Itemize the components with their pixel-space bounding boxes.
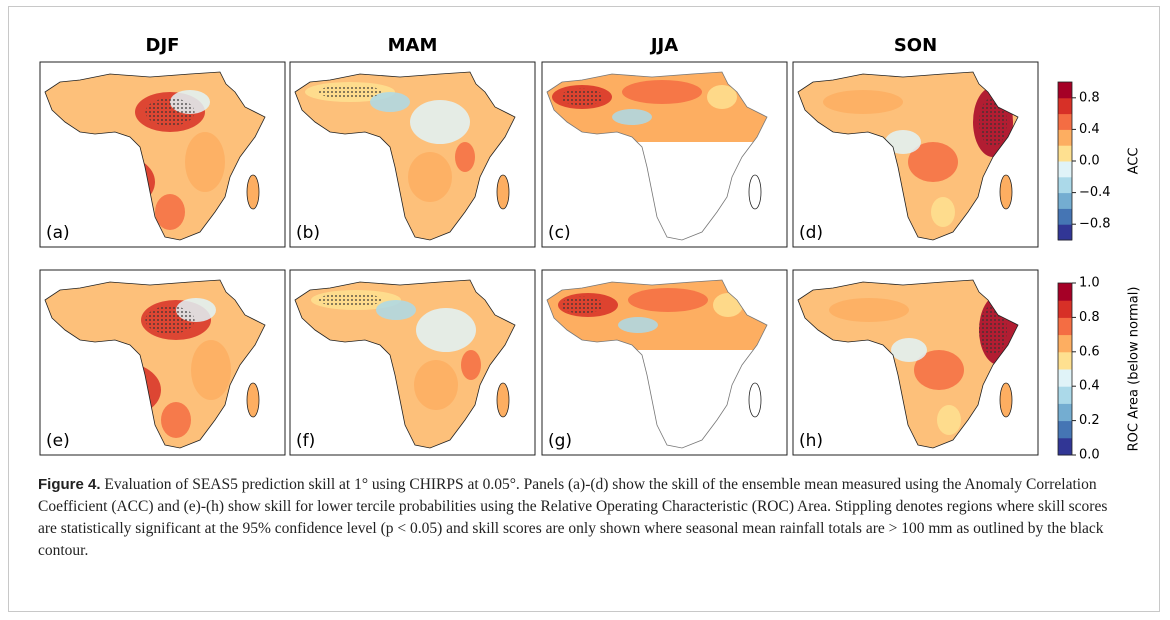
colorbar-bin: [1058, 386, 1072, 404]
stippling: [146, 306, 195, 334]
colorbar-bin: [1058, 177, 1072, 193]
colorbar-tick-label: 0.4: [1079, 379, 1100, 394]
skill-patch: [408, 152, 452, 202]
caption: Figure 4. Evaluation of SEAS5 prediction…: [38, 474, 1128, 562]
map-panel: (c): [542, 62, 787, 247]
colorbar-bin: [1058, 369, 1072, 387]
column-title: JJA: [649, 35, 678, 56]
skill-patch: [937, 405, 961, 435]
column-title: DJF: [146, 35, 180, 56]
colorbar-bin: [1058, 283, 1072, 301]
madagascar: [1000, 383, 1012, 417]
caption-text: Evaluation of SEAS5 prediction skill at …: [38, 476, 1107, 559]
colorbar-tick-label: 0.4: [1079, 122, 1100, 137]
stippling: [561, 297, 603, 314]
skill-patch: [414, 360, 458, 410]
madagascar: [749, 175, 761, 209]
map-panel: (d): [793, 62, 1038, 247]
colorbar-bin: [1058, 193, 1072, 209]
colorbar-tick-label: 0.8: [1079, 90, 1100, 105]
caption-label: Figure 4.: [38, 476, 101, 493]
skill-patch: [618, 317, 658, 333]
colorbar-tick-label: 0.2: [1079, 413, 1100, 428]
madagascar: [247, 383, 259, 417]
colorbar-bin: [1058, 224, 1072, 240]
skill-patch: [376, 300, 416, 320]
madagascar: [497, 383, 509, 417]
madagascar: [749, 383, 761, 417]
map-panel: (b): [290, 62, 535, 247]
skill-patch: [410, 100, 470, 144]
colorbar-tick-label: 1.0: [1079, 276, 1100, 291]
map-panel: (h): [793, 270, 1038, 455]
colorbar-bin: [1058, 114, 1072, 130]
panel-label: (f): [296, 431, 315, 451]
skill-patch: [191, 340, 231, 400]
skill-patch: [461, 350, 481, 380]
skill-patch: [185, 132, 225, 192]
colorbar-bin: [1058, 335, 1072, 353]
colorbar-tick-label: −0.4: [1079, 185, 1111, 200]
panel-label: (h): [799, 431, 823, 451]
panel-label: (e): [46, 431, 70, 451]
colorbar-bin: [1058, 352, 1072, 370]
stippling: [319, 293, 382, 307]
colorbar-tick-label: 0.8: [1079, 310, 1100, 325]
panel-label: (g): [548, 431, 572, 451]
panel-label: (d): [799, 223, 823, 243]
colorbar-tick-label: 0.0: [1079, 448, 1100, 463]
colorbar-bin: [1058, 145, 1072, 161]
colorbar-label: ACC: [1127, 148, 1142, 175]
column-title: SON: [894, 35, 937, 56]
page: DJF MAM JJA SON (a) (b) (c) (d) (e) (f) (g) (h) 0.8 0…: [0, 0, 1170, 620]
skill-patch: [155, 194, 185, 230]
colorbar-bin: [1058, 208, 1072, 224]
map-panel: (f): [290, 270, 535, 455]
skill-patch: [622, 80, 702, 104]
colorbar-bin: [1058, 300, 1072, 318]
madagascar: [1000, 175, 1012, 209]
skill-patch: [931, 197, 955, 227]
skill-patch: [416, 308, 476, 352]
stippling: [561, 89, 603, 106]
colorbar-tick-label: 0.6: [1079, 344, 1100, 359]
skill-patch: [823, 90, 903, 114]
colorbar-bin: [1058, 421, 1072, 439]
stippling: [319, 85, 382, 99]
madagascar: [247, 175, 259, 209]
colorbar-bin: [1058, 129, 1072, 145]
map-panel: (e): [40, 270, 285, 455]
skill-patch: [628, 288, 708, 312]
skill-patch: [161, 402, 191, 438]
map-panel: (g): [542, 270, 787, 455]
madagascar: [497, 175, 509, 209]
colorbar-bin: [1058, 438, 1072, 456]
skill-patch: [612, 109, 652, 125]
map-panel: (a): [40, 62, 285, 247]
stippling: [146, 98, 195, 126]
skill-patch: [829, 298, 909, 322]
colorbar-tick-label: 0.0: [1079, 154, 1100, 169]
colorbar-bin: [1058, 161, 1072, 177]
colorbar-tick-label: −0.8: [1079, 217, 1111, 232]
figure: DJF MAM JJA SON (a) (b) (c) (d) (e) (f) (g) (h) 0.8 0…: [0, 0, 1170, 470]
colorbar-bin: [1058, 317, 1072, 335]
panel-label: (c): [548, 223, 571, 243]
panel-label: (a): [46, 223, 70, 243]
skill-patch: [455, 142, 475, 172]
panel-label: (b): [296, 223, 320, 243]
colorbar-label: ROC Area (below normal): [1127, 287, 1142, 452]
colorbar-bin: [1058, 82, 1072, 98]
skill-patch: [707, 85, 737, 109]
skill-patch: [891, 338, 927, 362]
colorbar-bin: [1058, 403, 1072, 421]
colorbar-bin: [1058, 98, 1072, 114]
column-title: MAM: [388, 35, 438, 56]
